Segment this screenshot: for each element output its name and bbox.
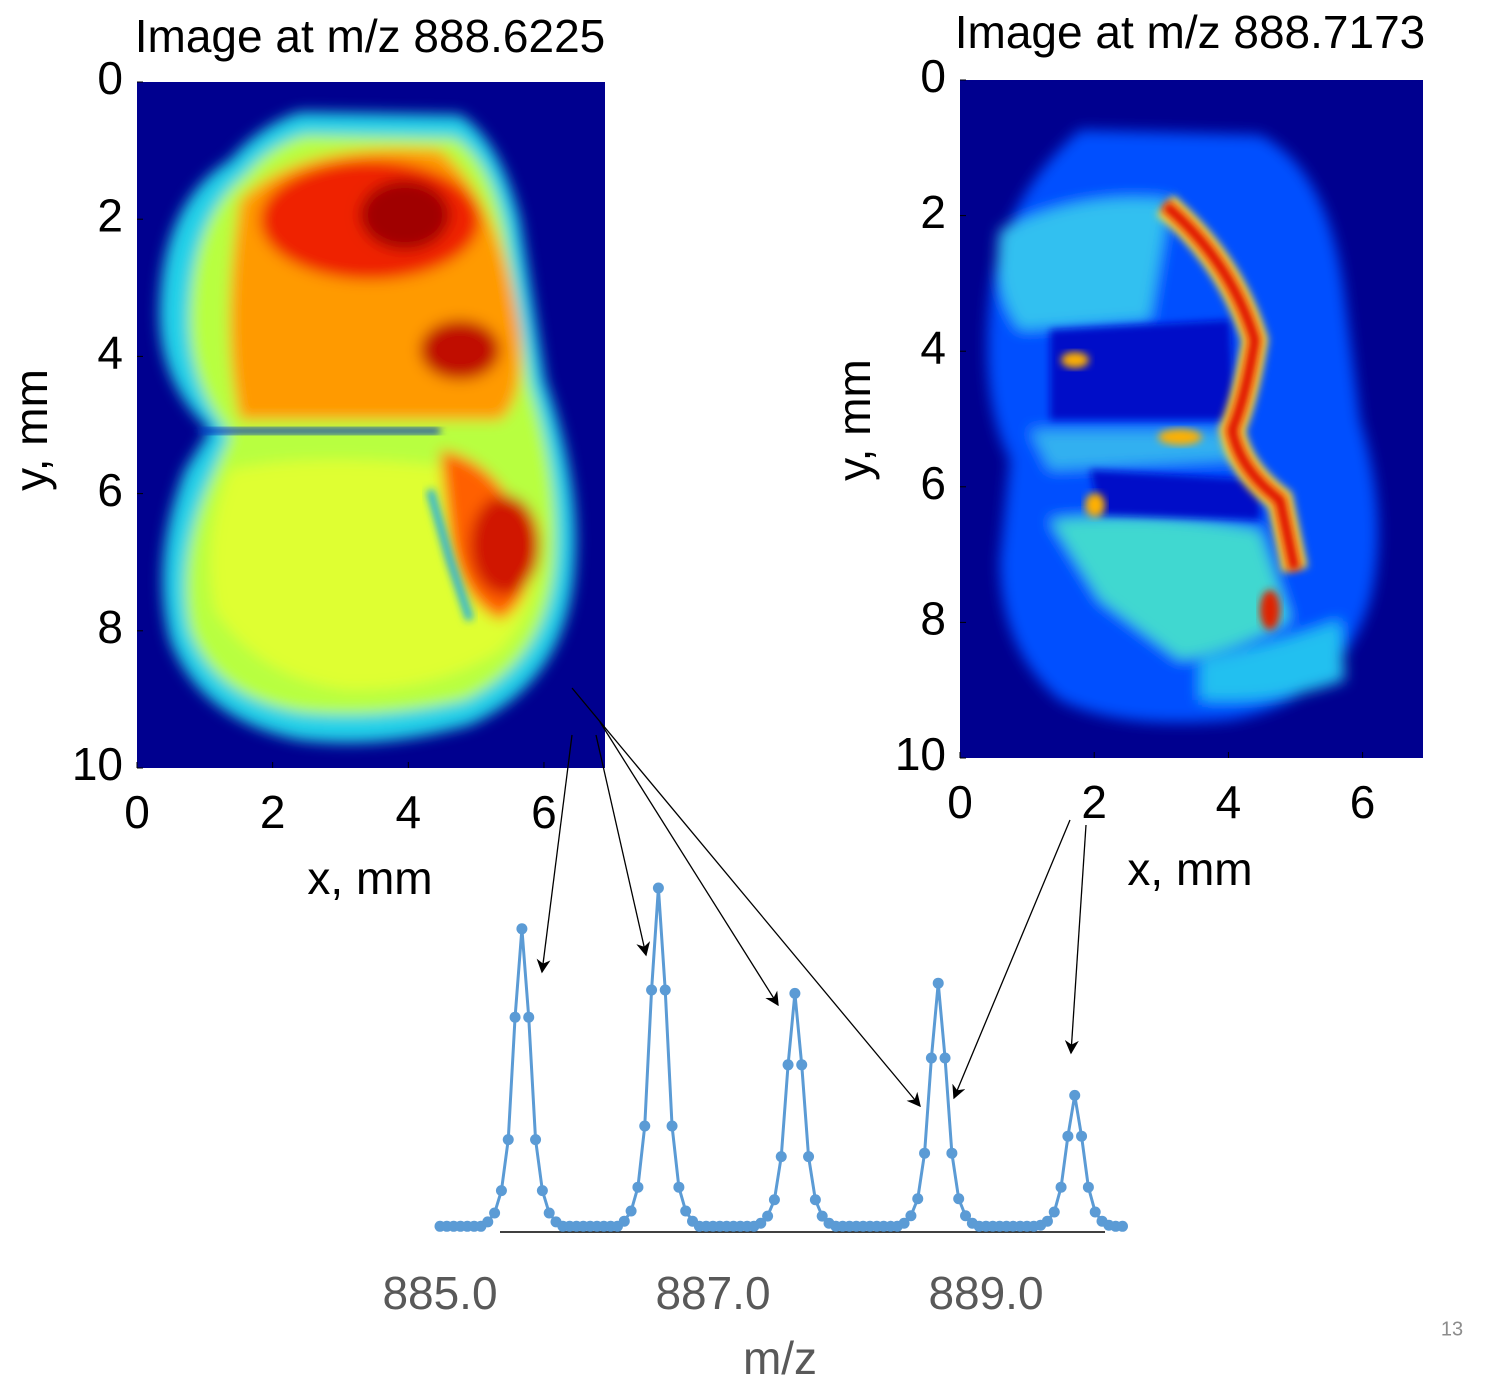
data-point bbox=[502, 1134, 514, 1146]
x-tick-label: 889.0 bbox=[928, 1267, 1043, 1319]
data-point bbox=[898, 1217, 910, 1229]
y-tick-label: 4 bbox=[920, 321, 946, 373]
data-point bbox=[530, 1134, 542, 1146]
data-point bbox=[1048, 1206, 1060, 1218]
y-tick-label: 6 bbox=[920, 457, 946, 509]
y-axis-label: y, mm bbox=[828, 359, 880, 481]
arrows bbox=[536, 687, 1087, 1108]
data-point bbox=[543, 1207, 555, 1219]
data-point bbox=[925, 1052, 937, 1064]
data-point bbox=[782, 1059, 794, 1071]
data-point bbox=[639, 1120, 651, 1132]
y-tick-label: 10 bbox=[895, 728, 946, 780]
data-point bbox=[1041, 1215, 1053, 1227]
data-point bbox=[625, 1205, 637, 1217]
data-point bbox=[495, 1185, 507, 1197]
data-point bbox=[646, 984, 658, 996]
data-point bbox=[659, 984, 671, 996]
data-point bbox=[768, 1194, 780, 1206]
y-tick-label: 0 bbox=[97, 52, 123, 104]
y-tick-label: 6 bbox=[97, 464, 123, 516]
x-tick-label: 2 bbox=[1081, 776, 1107, 828]
data-point bbox=[919, 1147, 931, 1159]
y-tick-label: 2 bbox=[97, 189, 123, 241]
y-tick-label: 8 bbox=[920, 593, 946, 645]
y-tick-label: 0 bbox=[920, 50, 946, 102]
page-number: 13 bbox=[1441, 1318, 1463, 1340]
x-tick-label: 885.0 bbox=[382, 1267, 497, 1319]
data-point bbox=[1089, 1206, 1101, 1218]
data-point bbox=[489, 1207, 501, 1219]
y-axis-label: y, mm bbox=[5, 369, 57, 491]
x-tick-label: 4 bbox=[396, 786, 422, 838]
data-point bbox=[775, 1151, 787, 1163]
data-point bbox=[1069, 1089, 1081, 1101]
data-point bbox=[953, 1193, 965, 1205]
x-tick-label: 4 bbox=[1216, 776, 1242, 828]
x-axis-label: x, mm bbox=[307, 852, 432, 904]
x-tick-label: 0 bbox=[947, 776, 973, 828]
data-point bbox=[673, 1181, 685, 1193]
spectrum bbox=[434, 882, 1128, 1232]
y-tick-label: 2 bbox=[920, 186, 946, 238]
x-tick-label: 6 bbox=[531, 786, 557, 838]
data-point bbox=[536, 1185, 548, 1197]
x-tick-label: 887.0 bbox=[655, 1267, 770, 1319]
data-point bbox=[809, 1194, 821, 1206]
data-point bbox=[680, 1205, 692, 1217]
data-point bbox=[618, 1215, 630, 1227]
data-point bbox=[789, 987, 801, 999]
y-tick-label: 10 bbox=[72, 738, 123, 790]
x-tick-label: 2 bbox=[260, 786, 286, 838]
x-axis-label: m/z bbox=[743, 1332, 817, 1384]
data-point bbox=[803, 1151, 815, 1163]
data-point bbox=[755, 1217, 767, 1229]
chart-title: Image at m/z 888.7173 bbox=[955, 6, 1426, 58]
data-point bbox=[516, 923, 528, 935]
data-point bbox=[796, 1059, 808, 1071]
data-point bbox=[1117, 1220, 1128, 1232]
data-point bbox=[946, 1147, 958, 1159]
data-point bbox=[905, 1210, 917, 1222]
data-point bbox=[482, 1216, 494, 1228]
data-point bbox=[816, 1210, 828, 1222]
data-point bbox=[509, 1011, 521, 1023]
data-point bbox=[939, 1052, 951, 1064]
chart-title: Image at m/z 888.6225 bbox=[135, 10, 606, 62]
x-tick-label: 6 bbox=[1350, 776, 1376, 828]
heatmap-image bbox=[960, 80, 1423, 758]
data-point bbox=[1076, 1130, 1088, 1142]
data-point bbox=[932, 977, 944, 989]
data-point bbox=[1055, 1181, 1067, 1193]
x-axis-label: x, mm bbox=[1127, 843, 1252, 895]
y-tick-label: 8 bbox=[97, 601, 123, 653]
data-point bbox=[652, 882, 664, 894]
data-point bbox=[632, 1181, 644, 1193]
data-point bbox=[912, 1193, 924, 1205]
data-point bbox=[1062, 1130, 1074, 1142]
heatmap-image bbox=[137, 82, 605, 768]
data-point bbox=[762, 1210, 774, 1222]
data-point bbox=[960, 1210, 972, 1222]
y-tick-label: 4 bbox=[97, 327, 123, 379]
x-tick-label: 0 bbox=[124, 786, 150, 838]
data-point bbox=[523, 1011, 535, 1023]
data-point bbox=[1082, 1181, 1094, 1193]
data-point bbox=[666, 1120, 678, 1132]
